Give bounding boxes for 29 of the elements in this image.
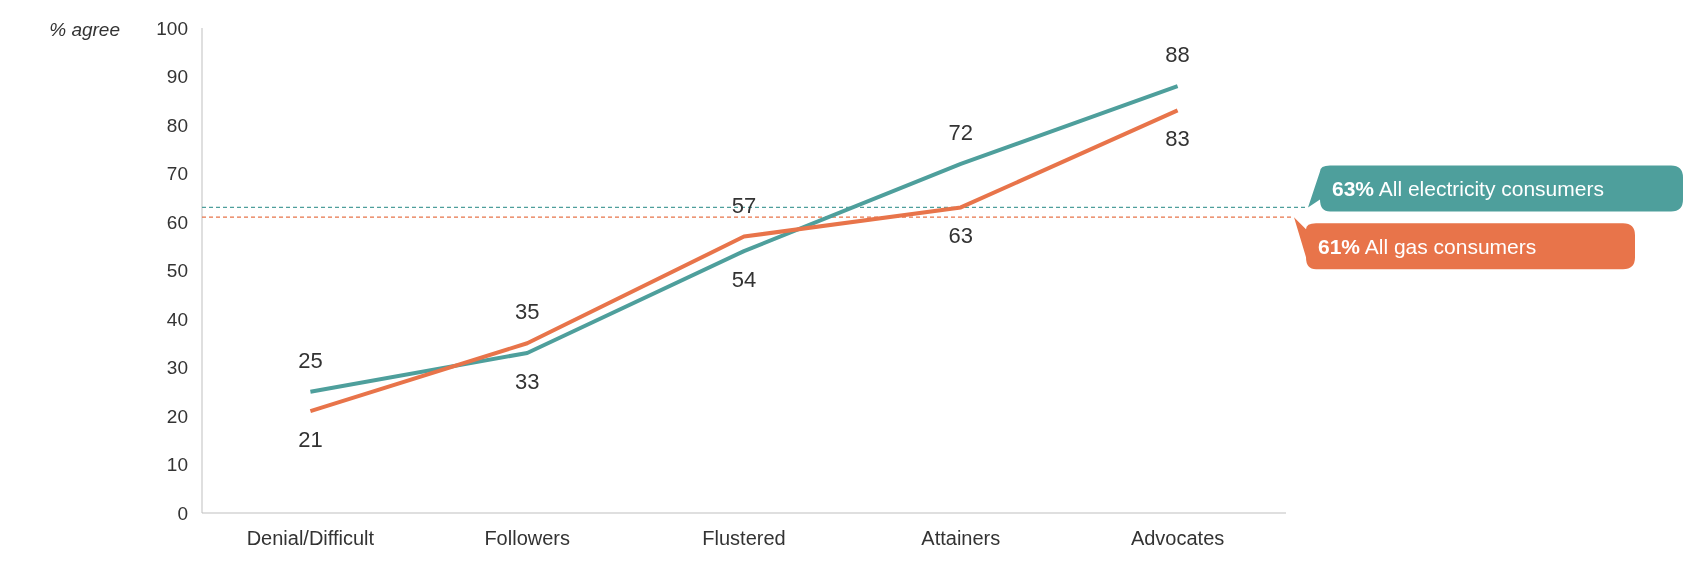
data-label: 57 [731,192,757,218]
data-label: 25 [298,347,323,373]
data-label: 83 [1165,126,1190,152]
x-tick-label: Flustered [702,527,786,549]
ref-line-label: 63% All electricity consumers [1332,176,1604,200]
y-tick-label: 40 [166,308,188,330]
y-tick-label: 30 [166,357,188,379]
data-label: 54 [731,267,757,293]
y-tick-label: 100 [156,17,188,39]
x-tick-label: Attainers [921,527,1001,549]
x-tick-label: Advocates [1130,527,1225,549]
data-label: 35 [514,299,540,325]
data-label: 21 [298,427,323,453]
ref-line-label: 61% All gas consumers [1318,234,1537,258]
data-label: 33 [514,368,540,394]
y-tick-label: 70 [166,163,188,185]
data-label: 63 [948,223,974,249]
y-tick-label: 90 [166,66,188,88]
y-tick-label: 60 [166,211,188,233]
x-tick-label: Denial/Difficult [246,527,375,549]
x-tick-label: Followers [484,527,570,549]
y-tick-label: 10 [166,454,188,476]
data-label: 88 [1165,42,1190,68]
y-tick-label: 50 [166,260,188,282]
y-tick-label: 0 [177,502,188,524]
data-label: 72 [948,119,974,145]
y-tick-label: 20 [166,405,188,427]
y-axis-title: % agree [49,19,120,40]
y-tick-label: 80 [166,114,188,136]
